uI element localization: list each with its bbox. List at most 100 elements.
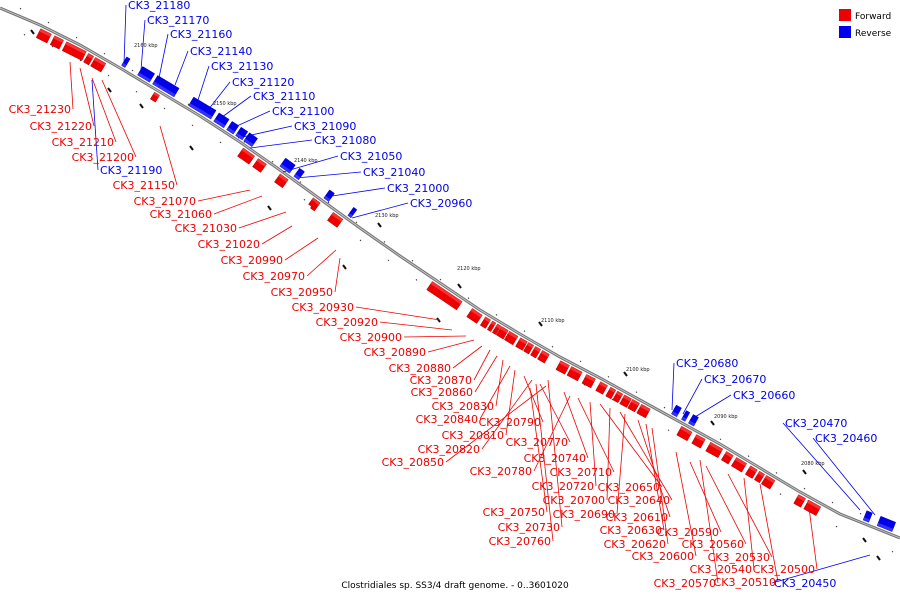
- kbp-label: 2090 kbp: [714, 414, 738, 420]
- leader-line: [140, 19, 146, 71]
- leader-line: [123, 4, 127, 65]
- scale-tick: [710, 420, 715, 426]
- leader-line: [705, 465, 747, 545]
- gene-block-shade: [121, 62, 127, 68]
- scale-tick: [30, 29, 35, 35]
- leader-line: [197, 65, 210, 101]
- tick-mark: [131, 69, 134, 72]
- tick-mark: [359, 239, 362, 242]
- tick-mark: [859, 512, 862, 515]
- tick-mark: [51, 45, 54, 48]
- leader-line: [645, 423, 665, 531]
- leader-line: [69, 61, 74, 110]
- gene-block-shade: [499, 326, 509, 334]
- gene-label: CK3_21130: [211, 60, 273, 73]
- gene-label: CK3_21070: [134, 195, 196, 208]
- tick-mark: [23, 33, 26, 36]
- gene-label: CK3_20700: [543, 494, 605, 507]
- gene-label: CK3_20540: [690, 563, 752, 576]
- gene-label: CK3_20670: [704, 373, 766, 386]
- gene-label: CK3_21150: [113, 179, 175, 192]
- gene-block-shade: [570, 366, 583, 375]
- gene-block-shade: [527, 342, 534, 348]
- leader-line: [529, 387, 548, 513]
- leader-line: [535, 383, 554, 542]
- tick-mark: [747, 455, 750, 457]
- gene-label: CK3_20880: [389, 362, 451, 375]
- leader-line: [473, 349, 491, 381]
- scale-tick: [139, 103, 144, 109]
- gene-label: CK3_20870: [410, 374, 472, 387]
- leader-line: [651, 427, 669, 545]
- tick-mark: [891, 550, 894, 553]
- gene-block-shade: [724, 451, 734, 459]
- gene-label: CK3_20810: [442, 429, 504, 442]
- gene-label: CK3_20470: [785, 417, 847, 430]
- gene-block-shade: [609, 387, 616, 393]
- tick-mark: [103, 52, 106, 55]
- gene-label: CK3_20970: [243, 270, 305, 283]
- gene-label: CK3_20960: [410, 197, 472, 210]
- scale-tick: [457, 283, 462, 289]
- legend-reverse-label: Reverse: [855, 29, 892, 39]
- tick-mark: [523, 330, 526, 333]
- leader-line: [355, 306, 441, 321]
- gene-block-shade: [65, 41, 87, 55]
- tick-mark: [47, 21, 50, 24]
- gene-label: CK3_20630: [600, 524, 662, 537]
- gene-block-shade: [734, 457, 747, 467]
- scale-tick: [862, 537, 867, 543]
- gene-label: CK3_20720: [532, 480, 594, 493]
- scale-tick: [802, 469, 807, 475]
- gene-block-shade: [152, 81, 161, 89]
- gene-block-shade: [94, 57, 106, 66]
- tick-mark: [387, 259, 390, 262]
- leader-line: [427, 339, 475, 353]
- gene-label: CK3_21140: [190, 45, 252, 58]
- gene-label: CK3_21180: [128, 0, 190, 12]
- gene-label: CK3_20750: [483, 506, 545, 519]
- leader-line: [675, 451, 697, 557]
- tick-mark: [75, 36, 78, 39]
- gene-block-shade: [585, 374, 596, 382]
- gene-block-shade: [616, 391, 623, 397]
- kbp-label: 2130 kbp: [375, 213, 399, 219]
- tick-mark: [551, 345, 554, 348]
- kbp-label: 2080 kbp: [801, 461, 825, 467]
- tick-mark: [19, 7, 22, 10]
- leader-line: [563, 391, 589, 459]
- gene-block-reverse: [213, 112, 230, 129]
- gene-block-shade: [278, 173, 289, 183]
- gene-label: CK3_20900: [340, 331, 402, 344]
- tick-mark: [495, 314, 498, 316]
- gene-label: CK3_20990: [221, 254, 283, 267]
- scale-tick: [623, 371, 628, 377]
- leader-line: [249, 139, 313, 149]
- tick-mark: [191, 124, 194, 127]
- leader-line: [782, 422, 861, 511]
- tick-mark: [243, 141, 246, 143]
- scale-tick: [377, 222, 382, 228]
- gene-label: CK3_21020: [198, 238, 260, 251]
- gene-block-forward: [803, 499, 822, 516]
- leader-line: [727, 473, 773, 558]
- scale-tick: [107, 87, 112, 93]
- gene-block-shade: [599, 381, 608, 389]
- gene-label: CK3_21200: [72, 151, 134, 164]
- gene-block-shade: [507, 331, 518, 339]
- leader-line: [403, 335, 467, 338]
- leader-line: [334, 257, 341, 293]
- leader-line: [771, 554, 871, 584]
- gene-block-shade: [241, 148, 255, 159]
- leader-line: [351, 202, 409, 219]
- gene-label: CK3_20590: [657, 526, 719, 539]
- label-leader-lines: [69, 4, 876, 584]
- gene-block-shade: [347, 213, 353, 218]
- gene-block-shade: [188, 103, 213, 119]
- leader-line: [599, 403, 663, 488]
- gene-label: CK3_20640: [608, 494, 670, 507]
- gene-block-shade: [495, 324, 501, 329]
- gene-label: CK3_21050: [340, 150, 402, 163]
- kbp-label: 2110 kbp: [541, 318, 565, 324]
